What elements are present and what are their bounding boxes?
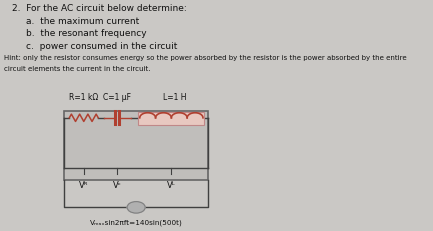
Text: a.  the maximum current: a. the maximum current bbox=[26, 17, 139, 26]
Text: c.  power consumed in the circuit: c. power consumed in the circuit bbox=[26, 42, 178, 51]
Circle shape bbox=[127, 202, 145, 213]
Text: circuit elements the current in the circuit.: circuit elements the current in the circ… bbox=[4, 66, 151, 72]
Text: Hint: only the resistor consumes energy so the power absorbed by the resistor is: Hint: only the resistor consumes energy … bbox=[4, 55, 407, 61]
Text: Vᴸ: Vᴸ bbox=[167, 181, 176, 190]
Text: Vₘₐₓsin2πft=140sin(500t): Vₘₐₓsin2πft=140sin(500t) bbox=[90, 220, 183, 226]
Bar bbox=[138, 112, 204, 125]
Text: R=1 kΩ: R=1 kΩ bbox=[69, 93, 98, 102]
Bar bbox=[64, 111, 208, 180]
Text: Vᴿ: Vᴿ bbox=[79, 181, 88, 190]
Text: L=1 H: L=1 H bbox=[163, 93, 187, 102]
Text: Vᶜ: Vᶜ bbox=[113, 181, 122, 190]
Text: 2.  For the AC circuit below determine:: 2. For the AC circuit below determine: bbox=[12, 4, 186, 13]
Text: b.  the resonant frequency: b. the resonant frequency bbox=[26, 29, 147, 38]
Text: C=1 µF: C=1 µF bbox=[103, 93, 131, 102]
